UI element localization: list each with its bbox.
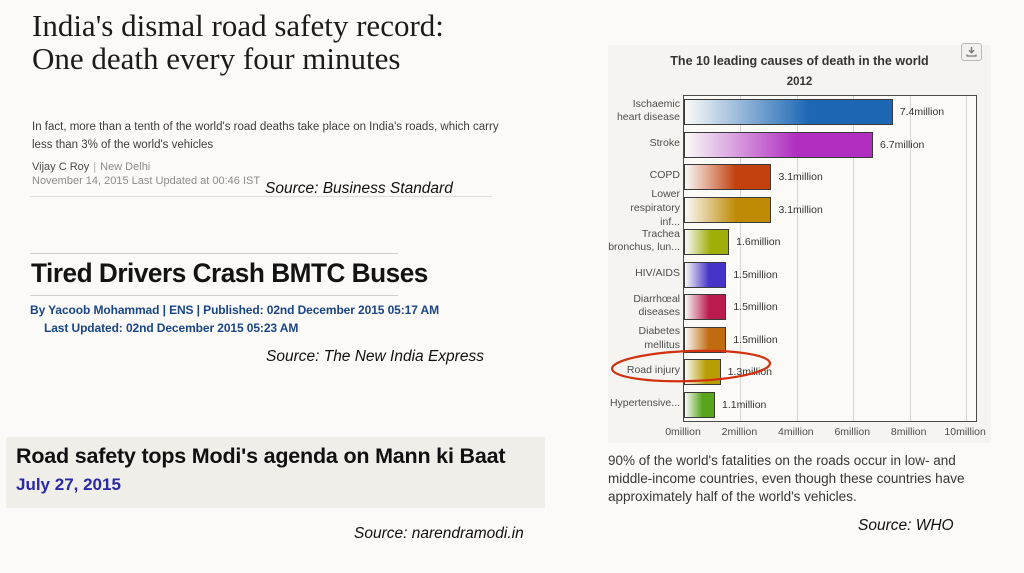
divider bbox=[30, 196, 492, 197]
category-label-line: respiratory inf... bbox=[630, 201, 680, 228]
article1-deck: In fact, more than a tenth of the world'… bbox=[32, 121, 499, 151]
category-label-line: mellitus bbox=[644, 338, 680, 351]
article2-byline-line2: Last Updated: 02nd December 2015 05:23 A… bbox=[44, 321, 299, 335]
bar-value-label: 1.6million bbox=[736, 236, 781, 249]
bar-value-label: 1.1million bbox=[722, 398, 767, 411]
divider bbox=[30, 253, 398, 254]
category-label: Diarrhœal diseases bbox=[608, 290, 680, 323]
chart-row: 1.5million bbox=[684, 291, 976, 324]
category-label: Diabetes mellitus bbox=[608, 323, 680, 356]
category-label: Road injury bbox=[608, 355, 680, 388]
chart-row: 7.4million bbox=[684, 96, 976, 129]
article2-headline: Tired Drivers Crash BMTC Buses bbox=[31, 258, 428, 288]
x-tick-label: 2million bbox=[721, 426, 758, 438]
category-axis: Ischaemic heart disease Stroke COPD Lower res… bbox=[608, 95, 680, 420]
chart-bar bbox=[684, 164, 772, 190]
gridline bbox=[796, 96, 798, 421]
gridline bbox=[909, 96, 911, 421]
category-label: Stroke bbox=[608, 128, 680, 161]
category-label: Ischaemic heart disease bbox=[608, 95, 680, 128]
chart-row: 1.1million bbox=[684, 389, 976, 422]
article3-date: July 27, 2015 bbox=[16, 475, 121, 494]
x-tick-label: 8million bbox=[890, 426, 927, 438]
article1-author: Vijay C Roy bbox=[32, 161, 90, 173]
category-label-line: Ischaemic bbox=[632, 97, 680, 110]
chart-bar bbox=[684, 131, 874, 158]
chart-bar bbox=[684, 261, 727, 288]
download-icon bbox=[966, 47, 977, 57]
chart-row: 3.1million bbox=[684, 194, 976, 227]
x-tick-label: 0million bbox=[665, 426, 701, 438]
chart-bar bbox=[684, 196, 772, 223]
article1-location: New Delhi bbox=[100, 161, 151, 173]
bar-value-label: 6.7million bbox=[880, 138, 925, 151]
bar-value-label: 7.4million bbox=[899, 106, 945, 119]
category-label: Lower respiratory inf... bbox=[608, 188, 680, 228]
divider bbox=[30, 295, 398, 296]
category-label-line: HIV/AIDS bbox=[635, 266, 680, 279]
bar-value-label: 3.1million bbox=[778, 203, 823, 216]
chart-row: 1.5million bbox=[684, 324, 976, 357]
category-label: COPD bbox=[608, 160, 680, 193]
chart-bar bbox=[684, 294, 727, 320]
hand-drawn-ellipse bbox=[610, 349, 772, 383]
gridline bbox=[853, 96, 855, 421]
bar-value-label: 1.5million bbox=[733, 268, 778, 281]
article2-byline-line1: By Yacoob Mohammad | ENS | Published: 02… bbox=[30, 303, 440, 317]
source-narendramodi: Source: narendramodi.in bbox=[354, 525, 524, 542]
plot-area: 7.4million 6.7million 3.1million 3.1million… bbox=[683, 95, 977, 422]
category-label-line: heart disease bbox=[616, 111, 680, 124]
category-label: Hypertensive... bbox=[608, 388, 680, 421]
chart-row: 1.6million bbox=[684, 226, 976, 259]
chart-title: The 10 leading causes of death in the wo… bbox=[670, 54, 929, 68]
category-label-line: Hypertensive... bbox=[609, 396, 680, 409]
x-tick-label: 10million bbox=[944, 426, 986, 438]
bar-value-label: 3.1million bbox=[778, 171, 823, 184]
chart-row: 6.7million bbox=[684, 129, 976, 162]
article3-highlight-box: Road safety tops Modi's agenda on Mann k… bbox=[6, 437, 545, 508]
x-tick-label: 6million bbox=[834, 426, 871, 438]
chart-panel: The 10 leading causes of death in the wo… bbox=[608, 43, 991, 443]
category-label-line: Diarrhœal bbox=[633, 292, 680, 305]
source-business-standard: Source: Business Standard bbox=[265, 180, 453, 197]
x-axis: 0million 2million 4million 6million 8million… bbox=[665, 426, 986, 442]
chart-row: 1.5million bbox=[684, 259, 976, 292]
source-who: Source: WHO bbox=[858, 517, 954, 534]
who-caption: 90% of the world's fatalities on the roa… bbox=[608, 453, 965, 504]
category-label-line: Stroke bbox=[649, 136, 680, 149]
bar-value-label: 1.5million bbox=[733, 301, 778, 314]
category-label: HIV/AIDS bbox=[608, 258, 680, 291]
chart-row: 3.1million bbox=[684, 161, 976, 194]
chart-export-button[interactable] bbox=[961, 43, 982, 61]
gridline bbox=[966, 96, 968, 421]
chart-bar bbox=[684, 326, 727, 353]
chart-bar bbox=[684, 99, 893, 125]
category-label-line: COPD bbox=[649, 169, 680, 182]
road-injury-circle-annotation bbox=[610, 349, 772, 383]
article1-dateline: November 14, 2015 Last Updated at 00:46 … bbox=[32, 175, 261, 187]
article3-headline: Road safety tops Modi's agenda on Mann k… bbox=[16, 444, 506, 468]
category-label-line: diseases bbox=[638, 306, 680, 319]
bar-value-label: 1.5million bbox=[733, 333, 778, 346]
article1-headline: India's dismal road safety record: One d… bbox=[32, 8, 444, 76]
byline-separator: | bbox=[93, 161, 97, 173]
article1-byline: Vijay C Roy | New Delhi bbox=[32, 161, 150, 173]
chart-subtitle: 2012 bbox=[786, 76, 813, 88]
x-tick-label: 4million bbox=[778, 426, 814, 438]
source-new-india-express: Source: The New India Express bbox=[266, 348, 484, 365]
chart-bar bbox=[684, 391, 716, 418]
category-label-line: Lower bbox=[651, 188, 680, 201]
gridline bbox=[740, 96, 742, 421]
category-label-line: bronchus, lun... bbox=[608, 241, 680, 254]
category-label-line: Diabetes bbox=[638, 325, 680, 338]
category-label-line: Road injury bbox=[626, 364, 680, 377]
chart-bar bbox=[684, 229, 730, 255]
category-label-line: Trachea bbox=[641, 227, 680, 240]
category-label: Trachea bronchus, lun... bbox=[608, 225, 680, 258]
